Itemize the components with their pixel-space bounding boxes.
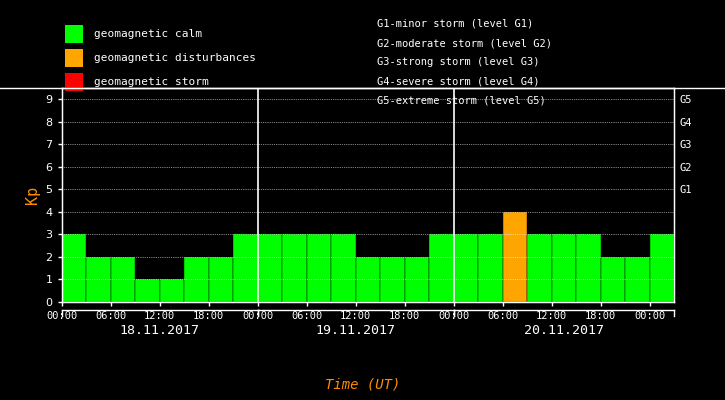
Text: geomagnetic disturbances: geomagnetic disturbances — [94, 53, 256, 63]
Bar — [576, 234, 601, 302]
Bar — [233, 234, 257, 302]
Bar — [478, 234, 502, 302]
Text: G4-severe storm (level G4): G4-severe storm (level G4) — [377, 77, 539, 87]
Bar — [282, 234, 307, 302]
Text: 19.11.2017: 19.11.2017 — [315, 324, 396, 336]
Bar — [209, 257, 233, 302]
Bar — [307, 234, 331, 302]
Text: 18.11.2017: 18.11.2017 — [120, 324, 199, 336]
Bar — [331, 234, 356, 302]
Bar — [111, 257, 135, 302]
Bar — [405, 257, 429, 302]
Bar — [601, 257, 625, 302]
Bar — [160, 280, 184, 302]
Text: G1-minor storm (level G1): G1-minor storm (level G1) — [377, 19, 534, 29]
Bar — [429, 234, 454, 302]
Bar — [356, 257, 380, 302]
Bar — [62, 234, 86, 302]
Text: geomagnetic calm: geomagnetic calm — [94, 29, 202, 39]
Bar — [625, 257, 650, 302]
Bar — [86, 257, 111, 302]
Text: G5-extreme storm (level G5): G5-extreme storm (level G5) — [377, 96, 546, 106]
Bar — [552, 234, 576, 302]
Text: G3-strong storm (level G3): G3-strong storm (level G3) — [377, 58, 539, 68]
Bar — [184, 257, 209, 302]
Bar — [527, 234, 552, 302]
Text: Time (UT): Time (UT) — [325, 377, 400, 391]
Bar — [135, 280, 160, 302]
Bar — [502, 212, 527, 302]
Y-axis label: Kp: Kp — [25, 186, 40, 204]
Text: 20.11.2017: 20.11.2017 — [524, 324, 604, 336]
Bar — [454, 234, 479, 302]
Bar — [650, 234, 674, 302]
Bar — [257, 234, 282, 302]
Text: geomagnetic storm: geomagnetic storm — [94, 77, 209, 87]
Bar — [380, 257, 405, 302]
Text: G2-moderate storm (level G2): G2-moderate storm (level G2) — [377, 38, 552, 48]
